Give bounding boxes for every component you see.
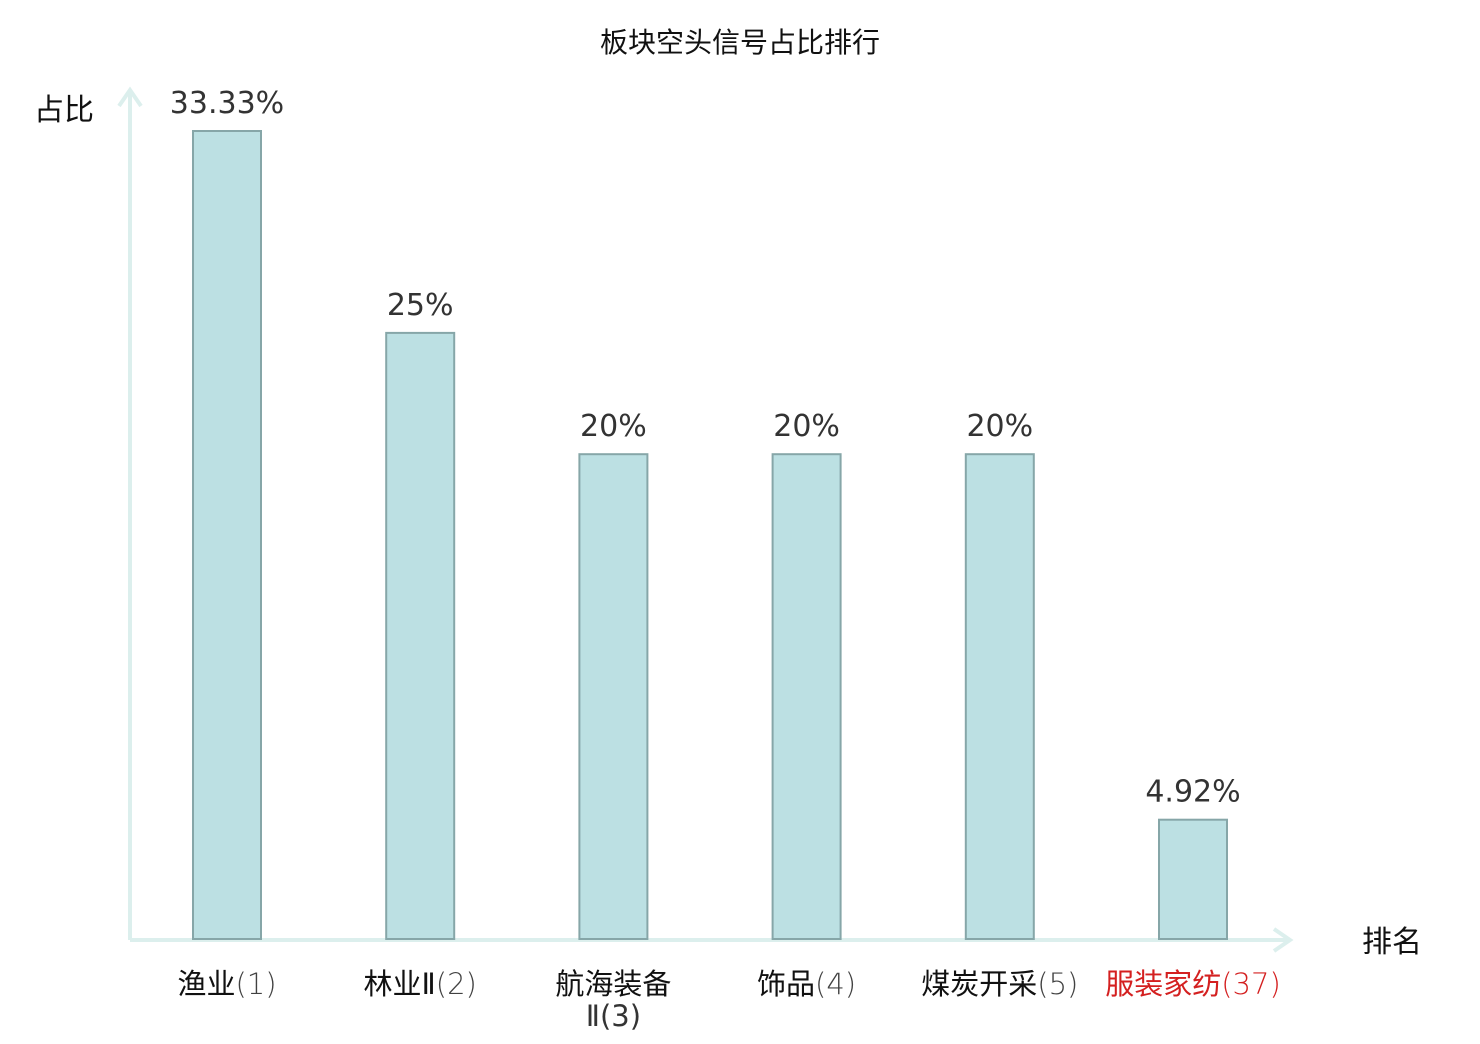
- category-label: 航海装备: [555, 967, 671, 1001]
- y-axis-label: 占比: [34, 93, 94, 128]
- bar: [578, 453, 649, 940]
- bar: [192, 130, 262, 940]
- category-label: 煤炭开采(5): [921, 967, 1078, 1001]
- category-rank: (2): [436, 967, 477, 1001]
- category-name: 服装家纺: [1105, 967, 1221, 1001]
- bar: [964, 453, 1035, 940]
- value-label: 20%: [966, 409, 1033, 444]
- category-label-line2: Ⅱ(3): [586, 999, 641, 1033]
- category-name: 航海装备: [555, 967, 671, 1001]
- x-axis-label: 排名: [1362, 925, 1422, 960]
- category-name: 林业Ⅱ: [364, 967, 436, 1001]
- category-name: 饰品: [757, 967, 815, 1001]
- category-rank: (37): [1221, 967, 1281, 1001]
- category-rank: (4): [815, 967, 856, 1001]
- bars-group: [192, 130, 1228, 941]
- value-label: 20%: [580, 409, 647, 444]
- value-labels-group: 33.33% 25% 20% 20% 20% 4.92%: [170, 86, 1241, 810]
- category-label: 林业Ⅱ(2): [364, 967, 477, 1001]
- value-label: 4.92%: [1145, 775, 1240, 810]
- x-axis-arrow: [1272, 927, 1294, 953]
- value-label: 25%: [387, 288, 454, 323]
- category-name: 煤炭开采: [921, 967, 1037, 1001]
- category-rank: (1): [235, 967, 276, 1001]
- category-rank: (5): [1037, 967, 1078, 1001]
- category-label: 渔业(1): [177, 967, 276, 1001]
- y-axis-arrow: [117, 86, 143, 108]
- value-label: 20%: [773, 409, 840, 444]
- category-label: 饰品(4): [757, 967, 856, 1001]
- bar: [1158, 818, 1228, 941]
- value-label: 33.33%: [170, 86, 284, 121]
- axes: [117, 86, 1294, 953]
- bar: [771, 453, 842, 940]
- bar: [385, 331, 456, 940]
- chart-title: 板块空头信号占比排行: [600, 26, 880, 59]
- category-name: 渔业: [177, 967, 235, 1001]
- category-label: 服装家纺(37): [1105, 967, 1281, 1001]
